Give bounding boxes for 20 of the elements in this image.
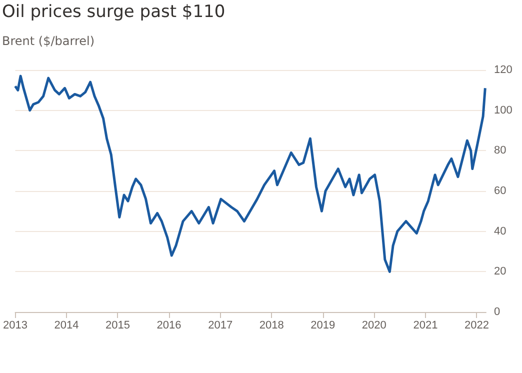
x-tick-label: 2014 xyxy=(54,320,79,332)
y-tick-label: 120 xyxy=(494,64,512,76)
line-series xyxy=(14,74,486,273)
x-tick-label: 2016 xyxy=(156,320,182,332)
x-tick-label: 2022 xyxy=(464,320,489,332)
chart-title: Oil prices surge past $110 xyxy=(2,2,226,22)
x-tick-label: 2018 xyxy=(259,320,284,332)
y-tick-label: 60 xyxy=(494,185,506,197)
x-tick-label: 2017 xyxy=(208,320,233,332)
x-tick-label: 2020 xyxy=(362,320,386,332)
y-tick-label: 0 xyxy=(494,306,500,318)
chart-subtitle: Brent ($/barrel) xyxy=(2,34,95,48)
y-tick-label: 20 xyxy=(494,266,506,278)
y-tick-label: 40 xyxy=(494,225,506,238)
x-tick-label: 2021 xyxy=(413,320,438,332)
x-tick-label: 2013 xyxy=(2,320,28,332)
x-tick-label: 2015 xyxy=(105,320,130,332)
x-tick-label: 2019 xyxy=(310,320,336,332)
y-tick-label: 100 xyxy=(494,104,512,116)
y-tick-label: 80 xyxy=(494,144,506,157)
